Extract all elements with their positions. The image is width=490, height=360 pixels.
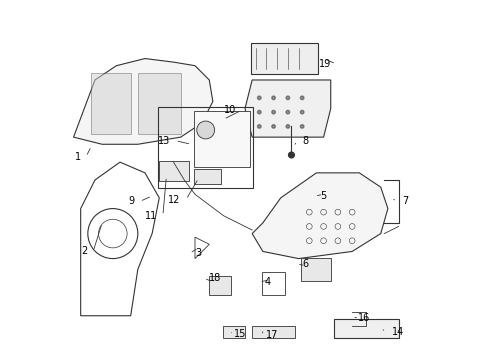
Polygon shape [245,80,331,137]
FancyBboxPatch shape [334,319,399,338]
Text: 8: 8 [302,136,308,146]
Text: 15: 15 [234,329,246,339]
Circle shape [289,152,294,158]
Text: 16: 16 [358,312,370,323]
Text: 18: 18 [209,273,221,283]
FancyBboxPatch shape [251,43,318,74]
Circle shape [258,125,261,128]
Circle shape [272,111,275,114]
Circle shape [272,125,275,128]
Polygon shape [252,173,388,258]
Circle shape [300,111,304,114]
FancyBboxPatch shape [194,111,249,167]
Circle shape [286,96,290,100]
Text: 6: 6 [302,259,308,269]
Circle shape [300,96,304,100]
FancyBboxPatch shape [252,326,295,338]
Text: 5: 5 [320,191,326,201]
Text: 12: 12 [169,195,181,204]
Text: 10: 10 [224,105,236,115]
Polygon shape [138,73,181,134]
Text: 7: 7 [402,197,409,206]
Text: 13: 13 [158,136,170,146]
FancyBboxPatch shape [223,326,245,338]
Text: 1: 1 [74,152,81,162]
Circle shape [197,121,215,139]
Text: 17: 17 [267,330,279,341]
Text: 3: 3 [195,248,201,258]
Text: 9: 9 [128,197,134,206]
Circle shape [286,125,290,128]
Circle shape [286,111,290,114]
Circle shape [258,96,261,100]
Text: 2: 2 [81,247,88,256]
Text: 19: 19 [318,59,331,69]
Polygon shape [74,59,213,144]
FancyBboxPatch shape [209,276,231,295]
Text: 4: 4 [265,277,271,287]
Circle shape [272,96,275,100]
FancyBboxPatch shape [159,161,189,181]
FancyBboxPatch shape [301,258,331,281]
FancyBboxPatch shape [194,168,221,184]
Text: 11: 11 [145,211,157,221]
Circle shape [300,125,304,128]
Polygon shape [92,73,131,134]
Circle shape [258,111,261,114]
Text: 14: 14 [392,327,404,337]
